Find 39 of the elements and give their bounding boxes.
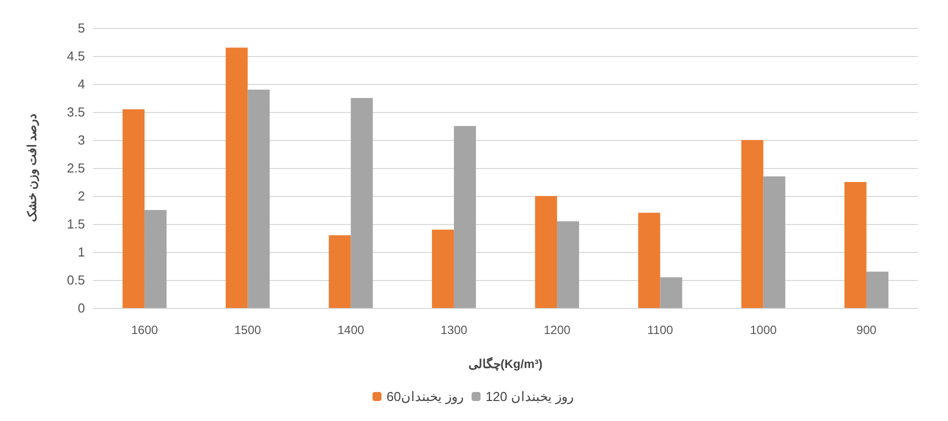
bar [660,277,682,308]
x-tick-label: 1600 [131,323,158,337]
y-tick-label: 5 [78,20,85,36]
y-tick-label: 2 [78,188,85,204]
bar [741,140,764,308]
y-tick-label: 3 [78,132,85,148]
bar [638,212,660,308]
bar [844,182,866,308]
x-tick-label: 1500 [234,323,262,337]
y-tick-label: 1.5 [66,216,85,232]
y-tick-label: 0 [78,300,85,316]
y-tick-label: 4.5 [66,48,85,64]
bar [122,109,145,308]
bar [763,176,786,308]
y-tick-label: 2.5 [66,160,85,176]
y-tick-label: 0.5 [66,272,85,288]
bar [226,48,248,308]
bar [248,90,270,308]
bar [535,196,558,308]
x-tick-label: 1400 [337,323,364,337]
bar [866,272,888,308]
x-axis-title: چگالی(Kg/m³) [468,356,542,371]
bar [432,230,454,308]
legend-label: 60روز یخبندان [386,389,464,405]
x-tick-label: 1000 [750,323,777,337]
y-tick-label: 3.5 [66,104,85,120]
bar [144,210,167,308]
x-tick-label: 1100 [647,323,674,337]
y-tick-label: 1 [78,244,85,260]
bar [350,98,373,308]
legend-label: 120 روز یخبندان [486,389,574,405]
x-tick-label: 1200 [544,323,571,337]
x-tick-label: 900 [856,323,877,337]
y-tick-label: 4 [78,76,85,92]
y-axis-title: درصد افت وزن خشک [25,114,40,222]
bar [454,126,476,308]
bar [328,235,351,308]
bar [557,221,580,308]
x-tick-label: 1300 [440,323,468,337]
